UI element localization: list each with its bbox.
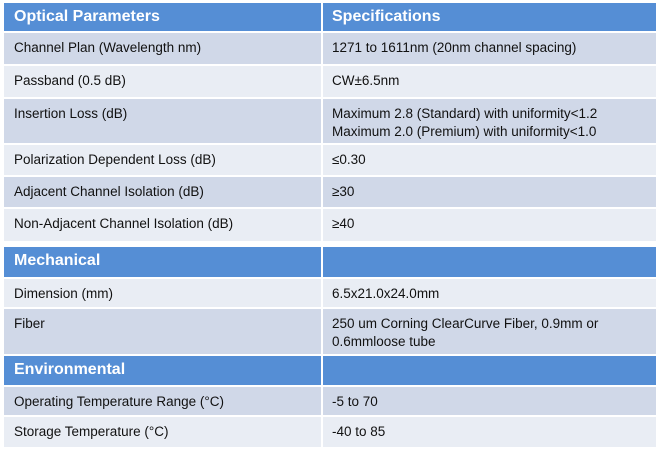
header-cell: Environmental (4, 356, 323, 385)
param-cell: Channel Plan (Wavelength nm) (4, 33, 323, 64)
param-cell: Dimension (mm) (4, 279, 323, 307)
spec-line: 0.6mmloose tube (332, 334, 436, 349)
table-row: Operating Temperature Range (°C) -5 to 7… (4, 387, 656, 417)
spec-cell: 1271 to 1611nm (20nm channel spacing) (332, 40, 577, 55)
table-row: Fiber 250 um Corning ClearCurve Fiber, 0… (4, 309, 656, 356)
section-header-optical: Optical Parameters Specifications (4, 3, 656, 33)
table-row: Dimension (mm) 6.5x21.0x24.0mm (4, 279, 656, 309)
header-cell (323, 356, 656, 385)
spec-line: 250 um Corning ClearCurve Fiber, 0.9mm o… (332, 316, 599, 331)
param-cell: Operating Temperature Range (°C) (4, 387, 323, 415)
section-header-environmental: Environmental (4, 356, 656, 387)
header-cell: Optical Parameters (4, 3, 323, 31)
table-row: Passband (0.5 dB) CW±6.5nm (4, 66, 656, 99)
param-cell: Adjacent Channel Isolation (dB) (4, 177, 323, 207)
param-cell: Insertion Loss (dB) (4, 99, 323, 143)
header-cell: Specifications (332, 8, 441, 25)
spec-cell: ≥40 (332, 216, 355, 231)
table-row: Channel Plan (Wavelength nm) 1271 to 161… (4, 33, 656, 66)
param-cell: Passband (0.5 dB) (4, 66, 323, 97)
table-row: Polarization Dependent Loss (dB) ≤0.30 (4, 145, 656, 177)
spec-line: Maximum 2.8 (Standard) with uniformity<1… (332, 106, 598, 121)
specifications-table: Optical Parameters Specifications Channe… (4, 3, 656, 447)
spec-line: Maximum 2.0 (Premium) with uniformity<1.… (332, 124, 597, 139)
spec-cell: CW±6.5nm (332, 73, 400, 88)
header-cell (323, 247, 656, 277)
header-cell: Mechanical (4, 247, 323, 277)
spec-cell: -40 to 85 (332, 424, 386, 439)
param-cell: Polarization Dependent Loss (dB) (4, 145, 323, 175)
table-row: Insertion Loss (dB) Maximum 2.8 (Standar… (4, 99, 656, 145)
section-header-mechanical: Mechanical (4, 247, 656, 279)
param-cell: Fiber (4, 309, 323, 354)
spec-cell: 6.5x21.0x24.0mm (332, 286, 440, 301)
spec-cell: 250 um Corning ClearCurve Fiber, 0.9mm o… (323, 309, 656, 354)
spec-cell: Maximum 2.8 (Standard) with uniformity<1… (323, 99, 656, 143)
table-row: Adjacent Channel Isolation (dB) ≥30 (4, 177, 656, 209)
table-row: Non-Adjacent Channel Isolation (dB) ≥40 (4, 209, 656, 247)
table-row: Storage Temperature (°C) -40 to 85 (4, 417, 656, 447)
param-cell: Storage Temperature (°C) (4, 417, 323, 447)
spec-cell: -5 to 70 (332, 394, 378, 409)
spec-cell: ≥30 (332, 184, 355, 199)
spec-cell: ≤0.30 (332, 152, 366, 167)
param-cell: Non-Adjacent Channel Isolation (dB) (4, 209, 323, 241)
